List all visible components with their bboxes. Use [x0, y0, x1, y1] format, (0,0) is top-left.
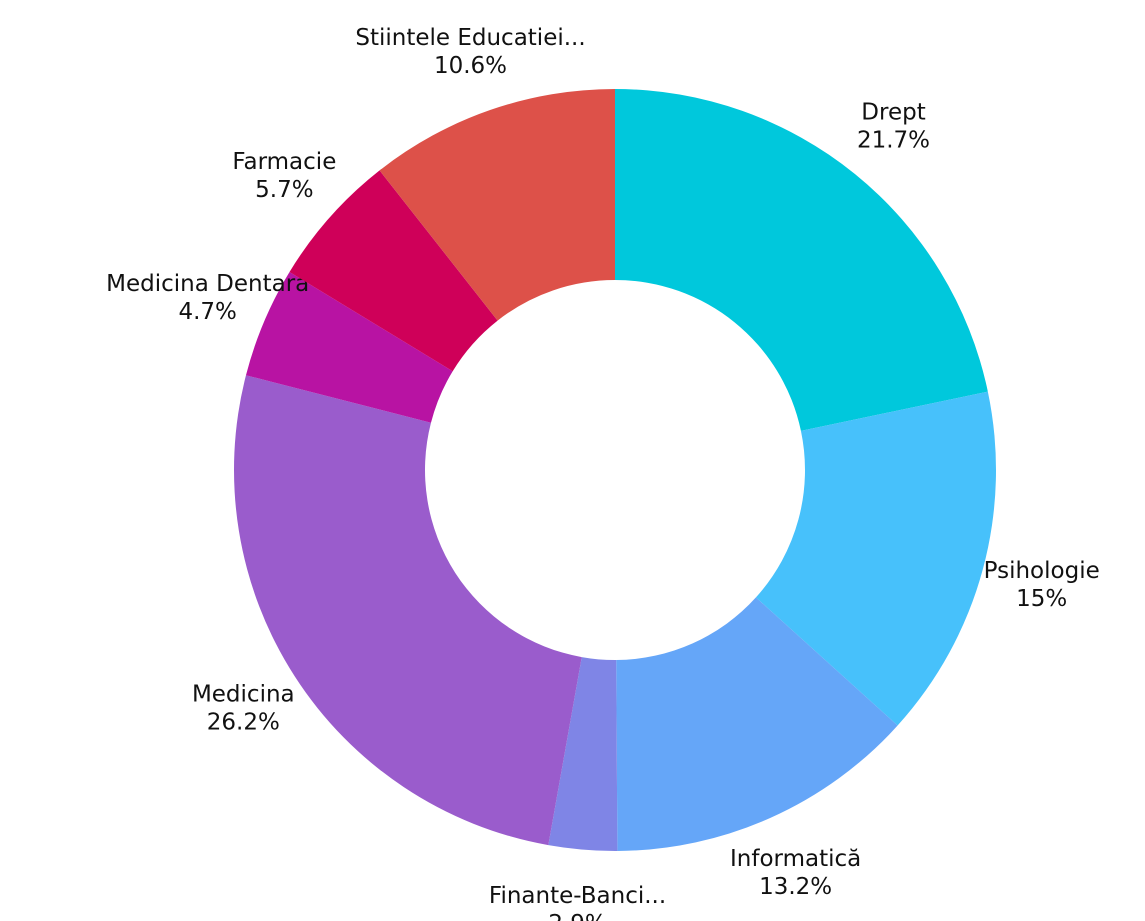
slice-value-label: 21.7%: [857, 127, 930, 153]
donut-slice: [755, 391, 996, 726]
slice-value-label: 2.9%: [548, 911, 606, 921]
slice-label: Medicina: [192, 682, 295, 708]
slice-value-label: 15%: [1016, 586, 1067, 612]
slice-value-label: 13.2%: [759, 874, 832, 900]
donut-slice: [548, 657, 618, 852]
donut-slice: [616, 597, 898, 851]
slice-label: Informatică: [730, 846, 861, 872]
donut-slice: [245, 271, 453, 423]
slice-value-label: 26.2%: [207, 710, 280, 736]
slice-value-label: 4.7%: [178, 299, 236, 325]
slice-label: Drept: [861, 99, 925, 125]
donut-slice: [379, 89, 615, 321]
donut-slice: [234, 375, 582, 846]
slice-label: Psihologie: [984, 558, 1100, 584]
donut-slice: [615, 89, 988, 431]
slice-value-label: 10.6%: [434, 53, 507, 79]
slice-label: Stiintele Educatiei...: [355, 25, 585, 51]
donut-slice: [289, 170, 498, 372]
slice-label: Medicina Dentara: [106, 271, 309, 297]
slice-label: Farmacie: [232, 149, 336, 175]
slice-value-label: 5.7%: [255, 177, 313, 203]
slice-label: Finante-Banci...: [489, 883, 666, 909]
